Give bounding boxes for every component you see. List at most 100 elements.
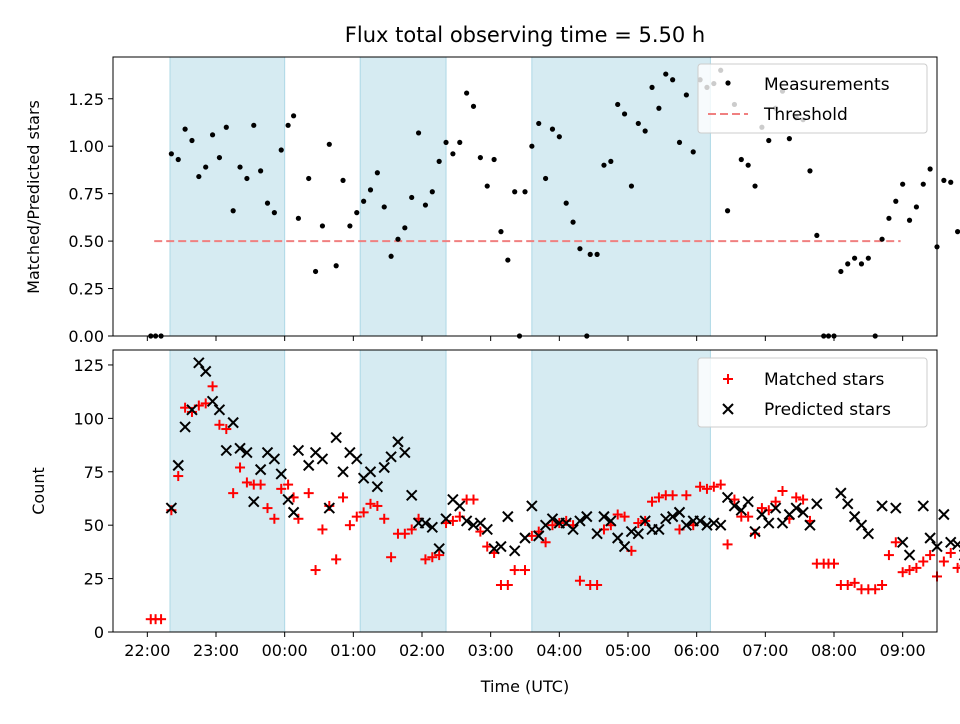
predicted-star-point-44 <box>467 519 480 531</box>
predicted-star-point-95 <box>842 498 854 510</box>
predicted-star-point-32-b <box>385 451 397 463</box>
bottom-ytick-label-3: 75 <box>84 463 104 482</box>
bottom-xtick-label-1: 23:00 <box>193 641 239 660</box>
matched-star-point-37 <box>399 528 410 539</box>
matched-star-point-116 <box>945 547 956 558</box>
predicted-star-point-68-b <box>639 515 651 527</box>
legend-measurements-marker <box>725 80 731 86</box>
measurement-point-40 <box>422 202 429 208</box>
predicted-star-point-39-b <box>433 542 445 555</box>
measurement-point-97 <box>807 168 813 174</box>
measurement-point-109 <box>886 215 892 221</box>
bottom-xtick-label-3: 01:00 <box>330 641 376 660</box>
top-ytick-label-5: 1.25 <box>68 90 104 109</box>
matched-star-point-16 <box>255 479 266 490</box>
legend-measurements-label: Measurements <box>764 75 890 95</box>
predicted-star-point-4 <box>193 357 205 369</box>
top-panel: 0.00 0.25 0.50 0.75 1.00 1.25 Flux total obse… <box>24 23 960 346</box>
measurement-point-111 <box>900 181 906 187</box>
predicted-star-point-103 <box>917 500 929 512</box>
legend-matched-label: Matched stars <box>764 370 884 390</box>
measurement-point-110 <box>893 198 899 204</box>
predicted-star-point-98-b <box>862 528 875 540</box>
matched-star-point-105 <box>870 584 881 595</box>
matched-star-point-64 <box>592 580 603 590</box>
predicted-star-point-51 <box>519 532 531 544</box>
predicted-star-point-67-b <box>632 528 645 540</box>
bottom-xtick-label-6: 04:00 <box>536 641 582 660</box>
top-y-ticks: 0.00 0.25 0.50 0.75 1.00 1.25 <box>68 90 113 346</box>
predicted-star-point-7 <box>213 404 226 416</box>
measurement-point-56 <box>529 143 535 149</box>
predicted-star-point-98 <box>862 528 875 540</box>
measurement-point-45 <box>457 139 463 146</box>
bottom-shaded-intervals <box>169 349 711 633</box>
predicted-star-point-100 <box>890 502 902 514</box>
measurement-point-106 <box>865 255 871 261</box>
matched-star-point-32 <box>365 498 376 509</box>
predicted-star-point-34 <box>399 446 411 459</box>
predicted-star-point-94 <box>835 487 847 499</box>
predicted-star-point-55-b <box>546 513 559 525</box>
measurement-point-46 <box>464 90 470 96</box>
predicted-star-point-71 <box>660 513 672 525</box>
predicted-star-point-108 <box>951 538 960 551</box>
matched-star-point-2 <box>156 614 167 625</box>
measurement-point-6 <box>189 137 195 144</box>
predicted-star-point-67 <box>632 528 645 540</box>
predicted-star-point-61-b <box>591 528 603 540</box>
predicted-star-point-97-b <box>855 519 868 531</box>
top-shaded-interval-2 <box>531 56 711 337</box>
predicted-star-point-92-b <box>804 519 816 531</box>
predicted-star-point-46 <box>481 523 493 536</box>
predicted-star-point-13 <box>254 463 267 476</box>
measurement-point-118 <box>948 179 954 185</box>
predicted-star-point-88 <box>776 517 789 529</box>
predicted-star-point-39 <box>433 542 445 555</box>
predicted-star-point-0-b <box>165 502 178 514</box>
top-y-axis-label: Matched/Predicted stars <box>24 100 43 294</box>
matched-star-point-18 <box>269 513 280 524</box>
measurement-point-51 <box>498 229 504 235</box>
measurement-point-68 <box>608 158 614 164</box>
measurement-point-42 <box>436 158 442 164</box>
measurement-point-3 <box>168 151 174 157</box>
matched-star-point-79 <box>695 481 706 492</box>
bottom-y-axis-label: Count <box>29 467 48 515</box>
predicted-star-point-4-b <box>193 357 205 369</box>
bottom-panel: 0 25 50 75 100 125 22:00 23:00 00:00 01:00 02:00 0… <box>29 349 960 696</box>
top-shaded-interval-1 <box>359 56 447 337</box>
measurement-point-32 <box>367 187 374 193</box>
predicted-star-point-106-b <box>938 508 950 521</box>
matched-star-point-28 <box>338 492 349 503</box>
measurement-point-102 <box>838 268 844 275</box>
predicted-star-point-25-b <box>337 466 349 478</box>
predicted-star-point-79 <box>714 519 727 531</box>
predicted-star-point-26-b <box>344 446 356 459</box>
predicted-star-point-49 <box>502 510 514 523</box>
measurement-point-35 <box>388 253 394 259</box>
predicted-star-point-3 <box>186 404 198 416</box>
predicted-star-point-15 <box>268 453 281 465</box>
predicted-star-point-71-b <box>660 513 672 525</box>
predicted-star-point-6-b <box>206 395 219 407</box>
predicted-star-point-10 <box>234 442 246 454</box>
predicted-star-point-82 <box>735 504 748 516</box>
predicted-star-point-92 <box>804 519 816 531</box>
matched-star-point-23 <box>303 488 314 499</box>
matched-star-point-34 <box>379 513 390 524</box>
measurement-point-69 <box>615 101 621 108</box>
measurement-point-17 <box>264 200 271 206</box>
matched-star-point-42 <box>434 550 445 561</box>
measurement-point-61 <box>563 200 569 206</box>
predicted-star-point-87-b <box>769 502 782 514</box>
measurement-point-73 <box>642 128 648 134</box>
predicted-star-point-48-b <box>495 540 507 553</box>
matched-star-point-10 <box>214 419 225 430</box>
predicted-star-point-18 <box>287 506 300 519</box>
bottom-xtick-label-8: 06:00 <box>674 641 720 660</box>
predicted-star-point-9 <box>227 416 239 429</box>
predicted-star-point-104 <box>924 532 936 544</box>
measurement-point-33 <box>374 170 380 176</box>
predicted-star-point-23-b <box>323 502 336 514</box>
